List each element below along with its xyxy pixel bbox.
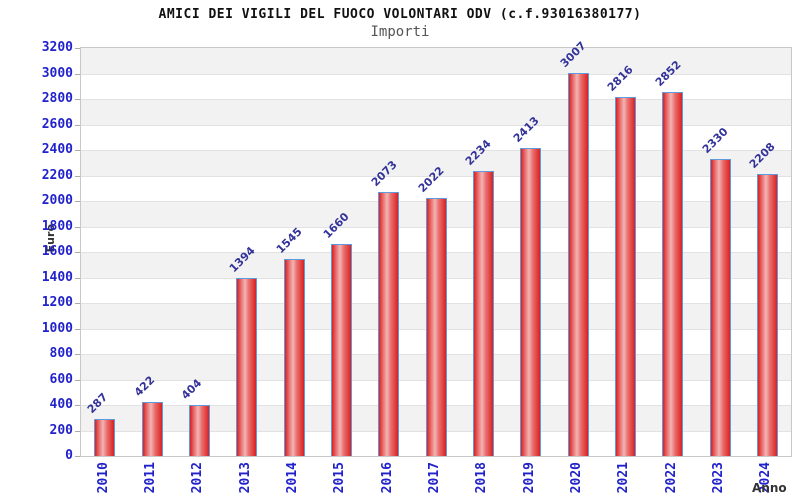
bar [94,419,116,456]
x-tick-label: 2012 [190,462,206,494]
bar [472,171,494,456]
y-tick-label: 2600 [41,116,73,132]
y-tick-mark [75,124,80,126]
background-band [81,48,791,74]
background-band [81,124,791,150]
gridline [81,175,791,177]
chart-title: AMICI DEI VIGILI DEL FUOCO VOLONTARI ODV… [158,7,642,22]
y-tick-label: 2000 [41,193,73,208]
bar [662,92,684,456]
bar [425,198,447,456]
y-tick-label: 400 [49,397,73,412]
bar [614,96,636,456]
gridline [81,99,791,100]
bar [330,244,352,456]
plot-area: 0 200 400 600 800 1000 1200 1400 1600 1800 2000 220… [42,39,792,463]
y-tick-mark [75,354,80,355]
gridline [81,73,791,75]
bar [756,174,778,456]
bar [378,191,400,456]
bar [520,148,542,456]
y-tick-label: 2800 [41,91,73,106]
x-tick-label: 2011 [143,462,158,494]
y-tick-mark [75,201,80,202]
chart-subtitle: Importi [370,24,430,40]
y-tick-label: 3200 [41,40,73,55]
y-tick-label: 3000 [41,65,73,81]
bar [567,72,589,456]
x-tick-label: 2010 [95,462,111,494]
y-tick-mark [75,99,80,100]
background-band [81,73,791,99]
y-tick-label: 1800 [41,218,73,234]
y-tick-label: 600 [49,371,73,387]
bar [141,402,163,456]
y-tick-mark [75,405,80,406]
gridline [81,150,791,151]
x-tick-label: 2016 [379,462,395,494]
bar [283,259,305,456]
x-tick-label: 2014 [285,462,300,494]
y-tick-label: 1400 [41,269,73,285]
x-tick-label: 2019 [521,462,537,494]
x-tick-label: 2013 [237,462,253,494]
x-axis-title: Anno [752,481,787,495]
y-tick-mark [75,252,80,253]
y-tick-mark [75,277,80,279]
y-tick-mark [75,150,80,151]
y-tick-mark [75,48,80,49]
x-tick-label: 2017 [427,462,442,494]
y-tick-label: 2200 [41,167,73,183]
x-tick-label: 2022 [663,462,679,494]
y-tick-mark [75,456,80,457]
y-tick-label: 200 [49,422,73,438]
x-tick-label: 2023 [711,462,726,494]
bar [188,404,210,456]
background-band [81,99,791,125]
gridline [81,124,791,126]
y-tick-label: 1200 [41,295,73,310]
y-tick-mark [75,226,80,228]
y-tick-label: 800 [49,346,73,361]
x-tick-label: 2021 [616,462,632,494]
y-tick-label: 2400 [41,142,73,157]
x-tick-label: 2020 [569,462,584,494]
x-tick-label: 2018 [474,462,490,494]
y-tick-mark [75,379,80,381]
bar [709,158,731,456]
y-tick-label: 1000 [41,320,73,336]
y-tick-mark [75,175,80,177]
y-tick-mark [75,303,80,304]
x-tick-label: 2015 [332,462,348,494]
y-tick-label: 1600 [41,244,73,259]
y-tick-mark [75,328,80,330]
y-tick-label: 0 [65,448,73,463]
bar [236,278,258,456]
y-tick-mark [75,430,80,432]
y-tick-mark [75,73,80,75]
